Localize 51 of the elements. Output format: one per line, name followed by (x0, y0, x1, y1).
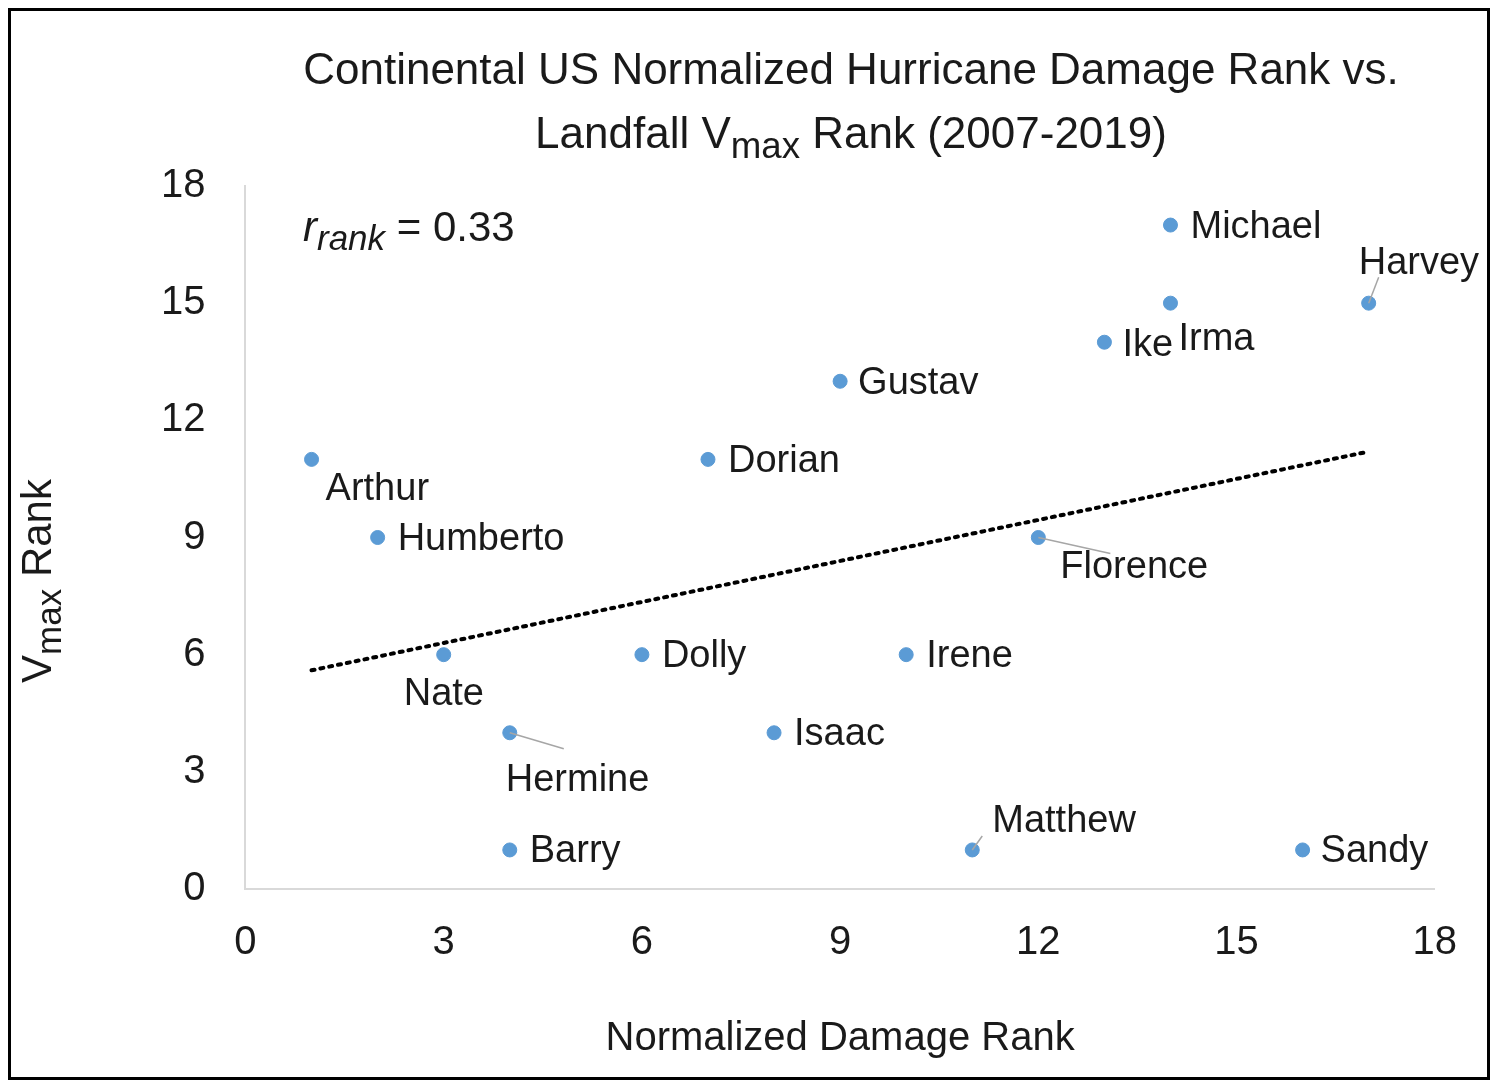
y-tick-label: 0 (183, 864, 206, 909)
annotation: Isaac (794, 711, 885, 754)
point (304, 451, 320, 467)
y-tick-label: 3 (183, 746, 206, 791)
annotation: Humberto (397, 515, 565, 558)
annotation: Florence (1060, 543, 1209, 586)
x-tick-label: 3 (432, 918, 455, 963)
y-tick-label: 15 (160, 278, 206, 323)
annotation: Arthur (325, 465, 430, 508)
point (634, 647, 650, 663)
annotation: Ike (1122, 321, 1174, 364)
x-tick-label: 12 (1016, 918, 1061, 963)
y-tick-label: 9 (183, 512, 206, 557)
point (964, 842, 980, 858)
annotation: Harvey (1358, 239, 1480, 282)
y-tick-label: 18 (160, 161, 206, 206)
point (1162, 295, 1178, 311)
y-tick-label: 6 (183, 629, 206, 674)
annotation: Sandy (1320, 828, 1429, 871)
annotation: Irene (926, 633, 1013, 676)
point (898, 647, 914, 663)
annotation: Barry (529, 828, 621, 871)
annotation: Dolly (661, 633, 747, 676)
point (1030, 530, 1046, 545)
point (436, 647, 452, 663)
point (1096, 334, 1112, 350)
point (1361, 295, 1377, 311)
x-axis-title: Normalized Damage Rank (605, 1014, 1076, 1059)
point (832, 373, 848, 389)
chart-title: Continental US Normalized Hurricane Damage Rank vs. Landfall V$_{max}$ Rank (2007-2019) (302, 43, 1400, 168)
annotation: Hermine (505, 757, 650, 800)
x-tick-label: 6 (630, 918, 654, 963)
annotation: Gustav (858, 359, 979, 402)
annotation: Michael (1190, 203, 1322, 246)
x-tick-label: 15 (1214, 918, 1259, 963)
annotation: Irma (1178, 315, 1256, 358)
y-tick-label: 12 (160, 395, 206, 440)
point (700, 451, 716, 467)
annotation: Matthew (992, 798, 1137, 841)
annotation: Dorian (727, 437, 840, 480)
point (766, 725, 782, 741)
annotation: Nate (403, 671, 484, 714)
x-tick-label: 0 (234, 918, 257, 963)
point (502, 725, 518, 741)
x-tick-label: 9 (829, 918, 852, 963)
point (502, 842, 518, 858)
point (1162, 217, 1178, 233)
x-tick-label: 18 (1412, 918, 1457, 963)
point (1295, 842, 1311, 858)
point (370, 530, 386, 545)
annotation: r$_{rank}$ = 0.33 (303, 203, 515, 259)
